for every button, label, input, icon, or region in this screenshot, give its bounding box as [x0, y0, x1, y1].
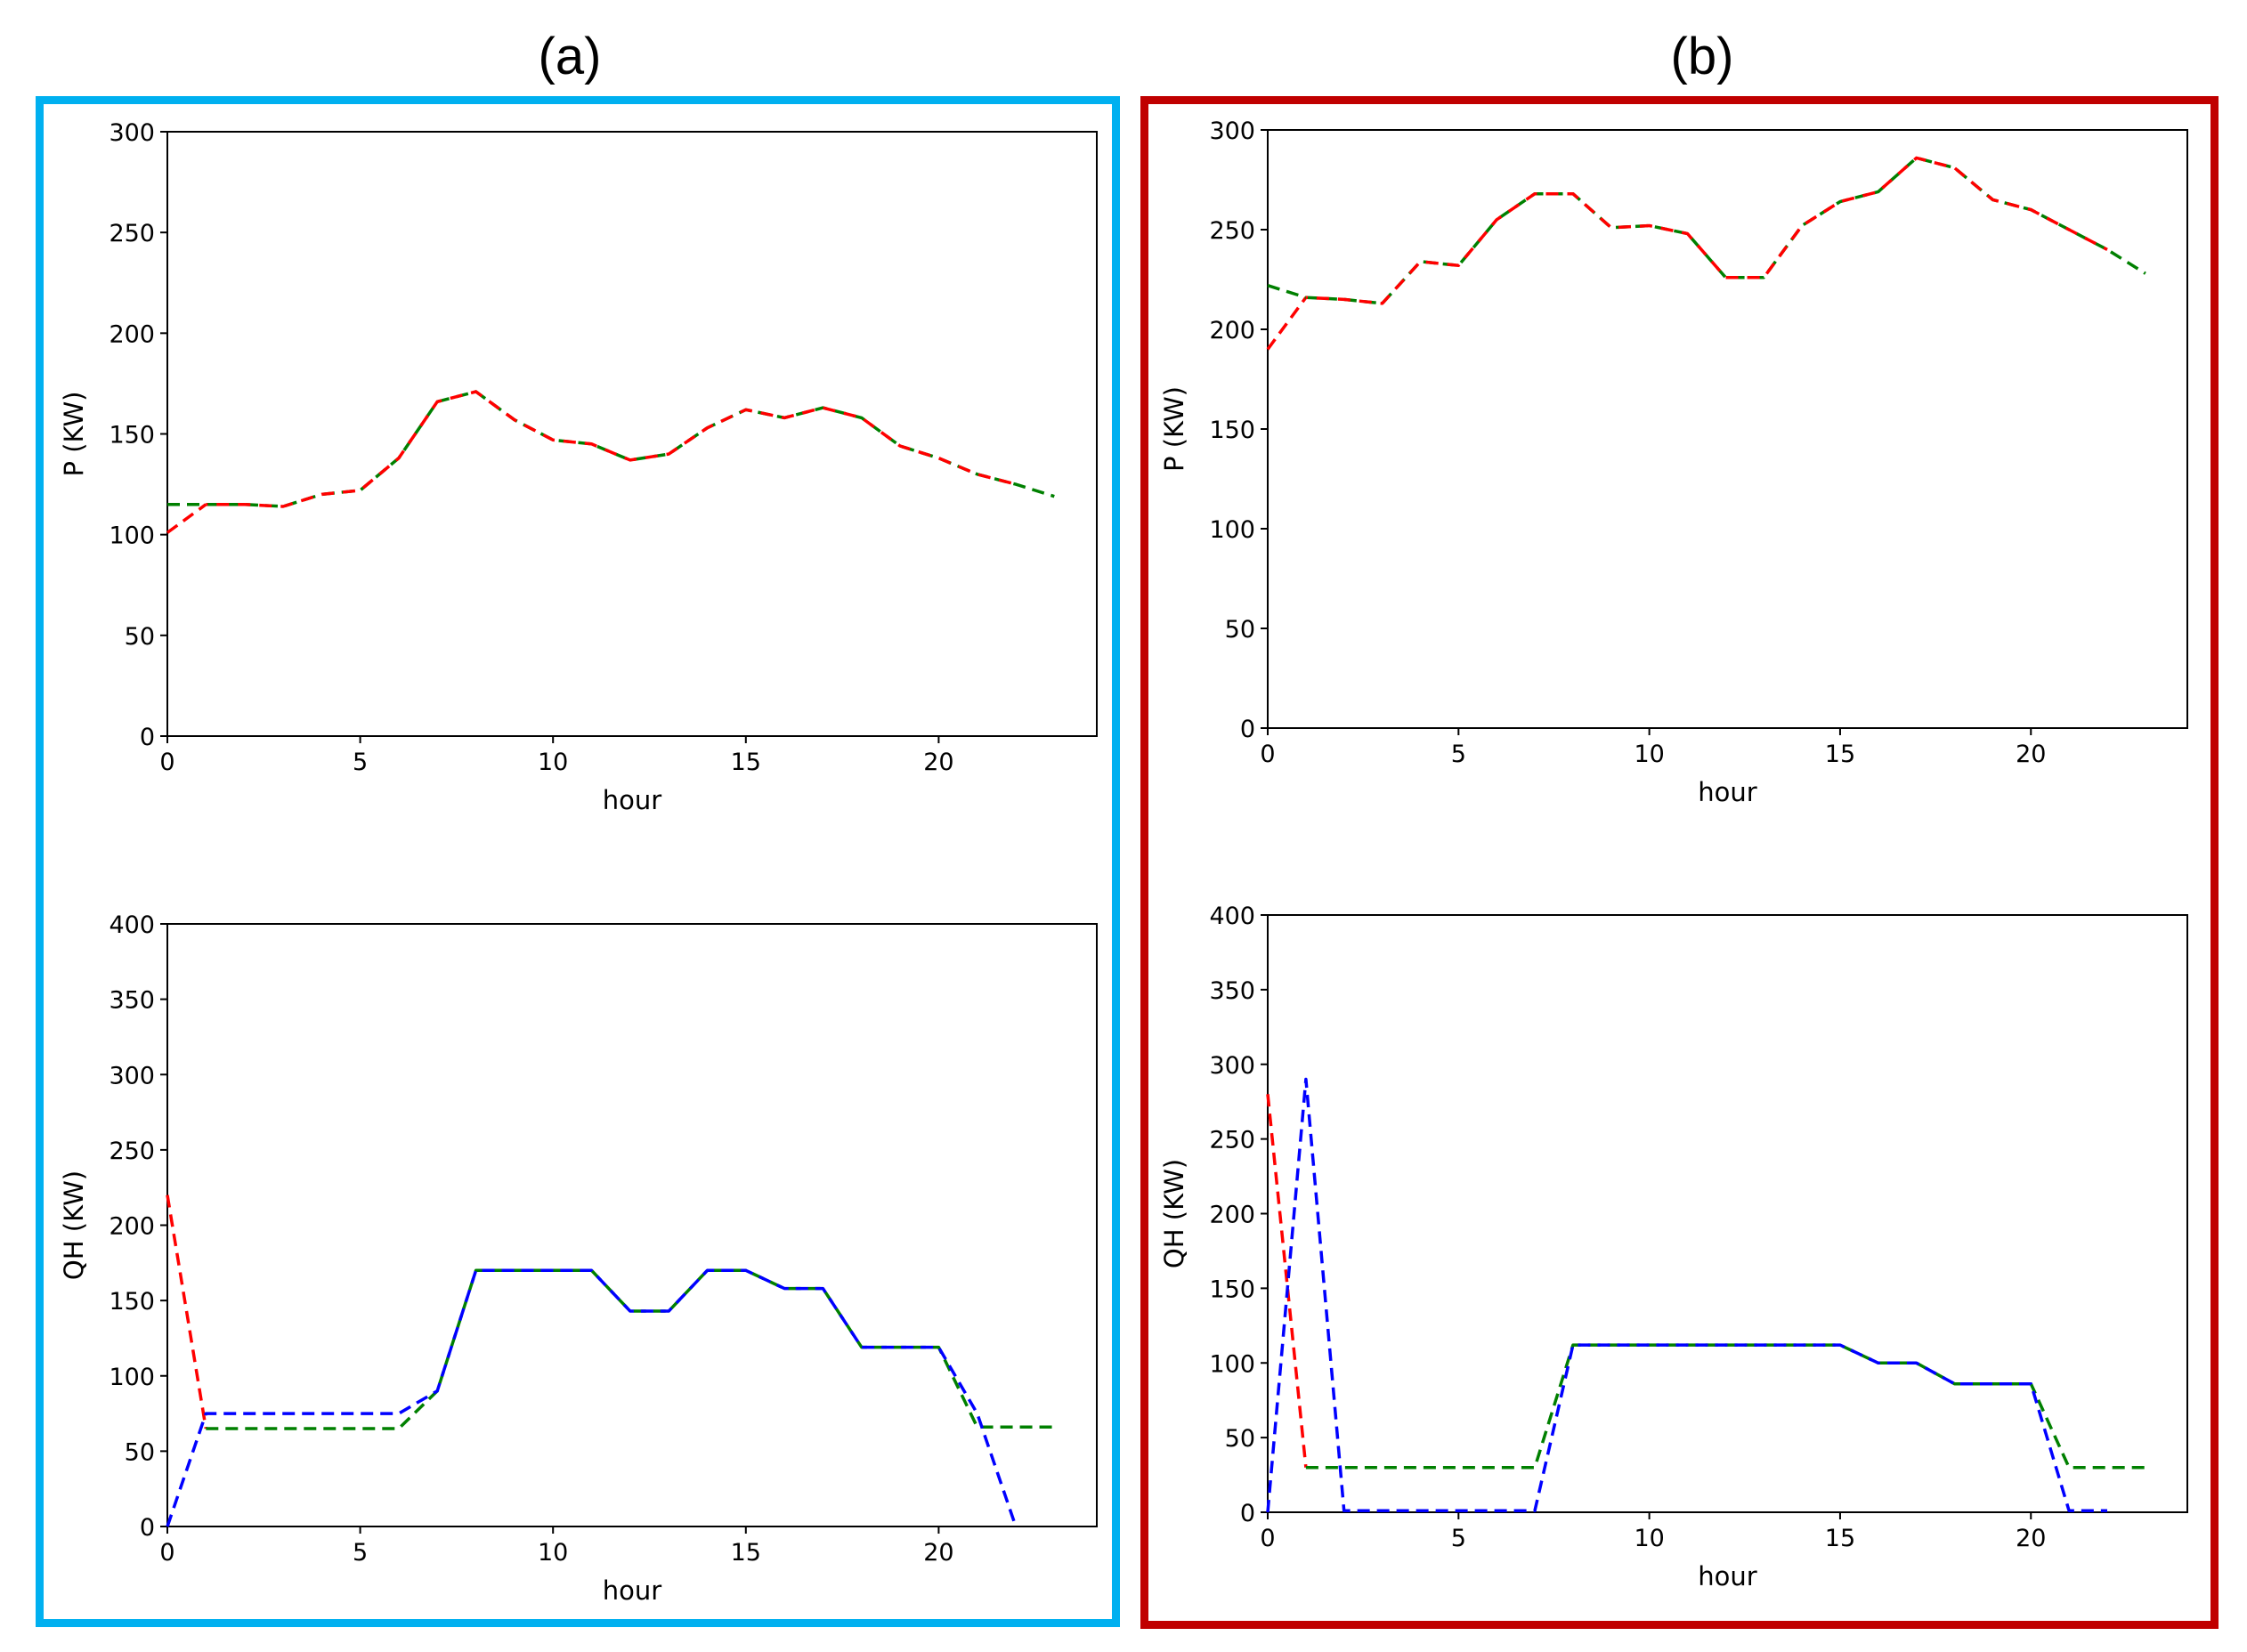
y-axis-label: QH (KW) [59, 1170, 89, 1280]
y-tick-label: 200 [109, 1213, 155, 1241]
y-tick-label: 150 [1209, 1275, 1255, 1303]
series-line-red [166, 1194, 208, 1429]
x-axis-label: hour [1698, 777, 1757, 807]
y-tick-label: 250 [1209, 1127, 1255, 1154]
x-tick-label: 0 [1260, 1525, 1275, 1552]
y-tick-label: 300 [1209, 117, 1255, 145]
x-tick-label: 20 [2016, 1525, 2046, 1552]
y-tick-label: 50 [1225, 616, 1255, 644]
x-tick-label: 0 [159, 749, 174, 776]
y-tick-label: 350 [1209, 977, 1255, 1005]
y-tick-label: 100 [1209, 516, 1255, 544]
x-tick-label: 5 [353, 1539, 368, 1567]
series-line-red [166, 503, 207, 534]
x-axis-label: hour [1698, 1561, 1757, 1591]
series-line-red-overlay [1305, 156, 2108, 305]
x-tick-label: 10 [1634, 741, 1664, 768]
y-tick-label: 100 [109, 1364, 155, 1391]
x-tick-label: 20 [923, 1539, 953, 1567]
x-tick-label: 15 [731, 1539, 761, 1567]
y-tick-label: 150 [109, 422, 155, 449]
y-axis-label: P (KW) [59, 392, 89, 477]
x-tick-label: 5 [1451, 741, 1466, 768]
x-tick-label: 0 [1260, 741, 1275, 768]
series-line-green [1305, 1343, 2146, 1470]
plot-area-a-bottom [166, 923, 1098, 1527]
y-axis-label: P (KW) [1159, 386, 1189, 472]
x-tick-label: 10 [538, 749, 568, 776]
plot-area-a-top [166, 131, 1098, 737]
panel-b-title: (b) [1670, 28, 1734, 85]
y-axis-label: QH (KW) [1159, 1159, 1189, 1268]
y-tick-label: 300 [109, 1062, 155, 1089]
series-line-red [1266, 1094, 1308, 1468]
y-tick-label: 300 [109, 119, 155, 147]
y-tick-label: 150 [1209, 417, 1255, 444]
y-tick-label: 350 [109, 987, 155, 1015]
y-tick-label: 200 [109, 320, 155, 348]
x-tick-label: 20 [923, 749, 953, 776]
y-tick-label: 250 [109, 220, 155, 247]
x-tick-label: 5 [353, 749, 368, 776]
x-tick-label: 5 [1451, 1525, 1466, 1552]
y-tick-label: 400 [1209, 903, 1255, 930]
x-axis-label: hour [603, 785, 662, 815]
y-tick-label: 300 [1209, 1052, 1255, 1080]
x-tick-label: 10 [1634, 1525, 1664, 1552]
y-tick-label: 400 [109, 911, 155, 939]
series-line-green [167, 390, 1055, 508]
y-tick-label: 50 [125, 623, 155, 651]
panel-b-frame [1140, 96, 2219, 1629]
y-tick-label: 0 [140, 724, 155, 751]
y-tick-label: 100 [109, 522, 155, 550]
y-tick-label: 100 [1209, 1350, 1255, 1378]
series-line-red [1266, 296, 1308, 351]
x-tick-label: 15 [1825, 1525, 1855, 1552]
x-tick-label: 10 [538, 1539, 568, 1567]
x-tick-label: 15 [1825, 741, 1855, 768]
series-line-green [206, 1268, 1055, 1430]
series-line-blue [1266, 1077, 2107, 1513]
series-line-blue [166, 1268, 1018, 1527]
y-tick-label: 50 [125, 1438, 155, 1466]
y-tick-label: 150 [109, 1288, 155, 1316]
y-tick-label: 250 [1209, 217, 1255, 245]
x-tick-label: 20 [2016, 741, 2046, 768]
panel-a-title: (a) [538, 28, 602, 85]
y-tick-label: 0 [1240, 1500, 1255, 1527]
x-tick-label: 15 [731, 749, 761, 776]
y-tick-label: 200 [1209, 1202, 1255, 1229]
x-tick-label: 0 [159, 1539, 174, 1567]
series-line-red-overlay [206, 390, 1017, 508]
y-tick-label: 250 [109, 1138, 155, 1165]
series-line-green [1267, 156, 2146, 305]
y-tick-label: 0 [140, 1514, 155, 1542]
panel-a-frame [36, 96, 1120, 1627]
y-tick-label: 200 [1209, 317, 1255, 344]
y-tick-label: 0 [1240, 716, 1255, 743]
y-tick-label: 50 [1225, 1425, 1255, 1453]
x-axis-label: hour [603, 1575, 662, 1606]
